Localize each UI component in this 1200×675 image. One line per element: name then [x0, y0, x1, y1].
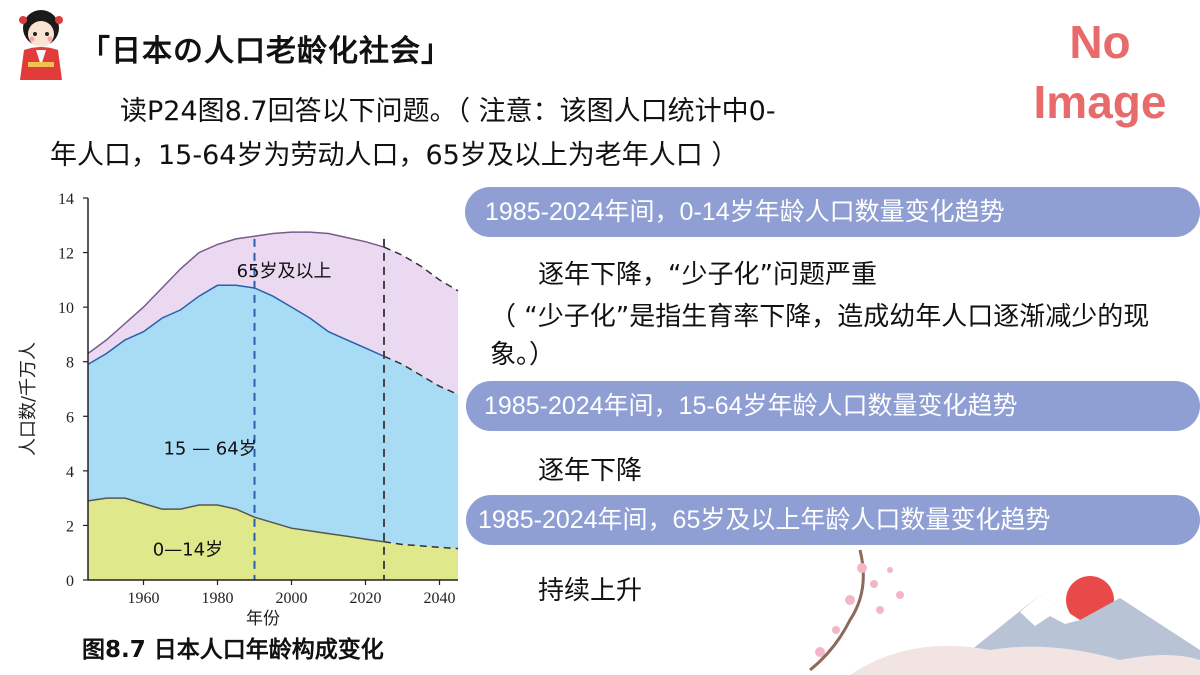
question-3-pill: 1985-2024年间，65岁及以上年龄人口数量变化趋势 — [466, 495, 1200, 545]
y-tick-label-6: 6 — [66, 409, 74, 426]
series-projection-2 — [383, 246, 459, 292]
mountain-sakura-decoration — [809, 549, 1200, 675]
intro-text: 读P24图8.7回答以下问题。（ 注意：该图人口统计中0- 年人口，15-64岁… — [50, 90, 1000, 178]
area-series-1 — [88, 285, 458, 549]
intro-line2: 年人口，15-64岁为劳动人口，65岁及以上为老年人口 ） — [50, 140, 739, 171]
page-title: 「日本の人口老龄化社会」 — [80, 34, 452, 69]
watermark-line2: Image — [1033, 76, 1167, 128]
y-tick-label-12: 12 — [58, 246, 74, 263]
series-label-2: 65岁及以上 — [237, 261, 332, 282]
figure-caption: 图8.7 日本人口年龄构成变化 — [82, 637, 384, 663]
y-tick-label-14: 14 — [58, 191, 74, 208]
intro-line1: 读P24图8.7回答以下问题。（ 注意：该图人口统计中0- — [120, 96, 776, 127]
x-tick-label-1960: 1960 — [128, 590, 160, 607]
x-tick-label-2020: 2020 — [350, 590, 382, 607]
x-tick-label-1980: 1980 — [202, 590, 234, 607]
doll-icon — [19, 10, 63, 80]
y-tick-label-4: 4 — [66, 464, 74, 481]
question-2-pill: 1985-2024年间，15-64岁年龄人口数量变化趋势 — [466, 381, 1200, 431]
answer-3: 持续上升 — [538, 576, 643, 606]
y-tick-label-2: 2 — [66, 518, 74, 535]
x-tick-label-2000: 2000 — [276, 590, 308, 607]
area-series-2 — [88, 232, 458, 395]
population-chart: 0 2 4 6 8 10 12 14 1960 1980 2000 2020 2040 年份 人口数/千万人… — [0, 182, 470, 642]
series-line-2 — [87, 231, 385, 355]
series-line-1 — [87, 284, 385, 366]
population-chart-svg: 0 2 4 6 8 10 12 14 1960 1980 2000 2020 2040 年份 人口数/千万人… — [18, 191, 459, 629]
area-series-0 — [88, 498, 458, 580]
y-axis-label: 人口数/千万人 — [18, 342, 39, 456]
series-label-0: 0—14岁 — [153, 539, 223, 560]
series-projection-0 — [383, 541, 459, 550]
watermark-line1: No — [1069, 16, 1131, 68]
x-axis-label: 年份 — [246, 609, 280, 629]
y-tick-label-8: 8 — [66, 355, 74, 372]
answer-2: 逐年下降 — [538, 456, 643, 486]
y-tick-label-10: 10 — [58, 300, 74, 317]
series-projection-1 — [383, 355, 459, 396]
answer-1-note: （ “少子化”是指生育率下降，造成幼年人口逐渐减少的现象。） — [490, 302, 1150, 370]
answer-1: 逐年下降，“少子化”问题严重 — [538, 260, 877, 290]
no-image-placeholder: No Image — [1030, 12, 1170, 132]
series-label-1: 15 — 64岁 — [163, 438, 256, 459]
series-line-0 — [87, 497, 385, 543]
y-tick-label-0: 0 — [66, 573, 74, 590]
x-tick-label-2040: 2040 — [424, 590, 456, 607]
question-1-pill: 1985-2024年间，0-14岁年龄人口数量变化趋势 — [465, 187, 1200, 237]
